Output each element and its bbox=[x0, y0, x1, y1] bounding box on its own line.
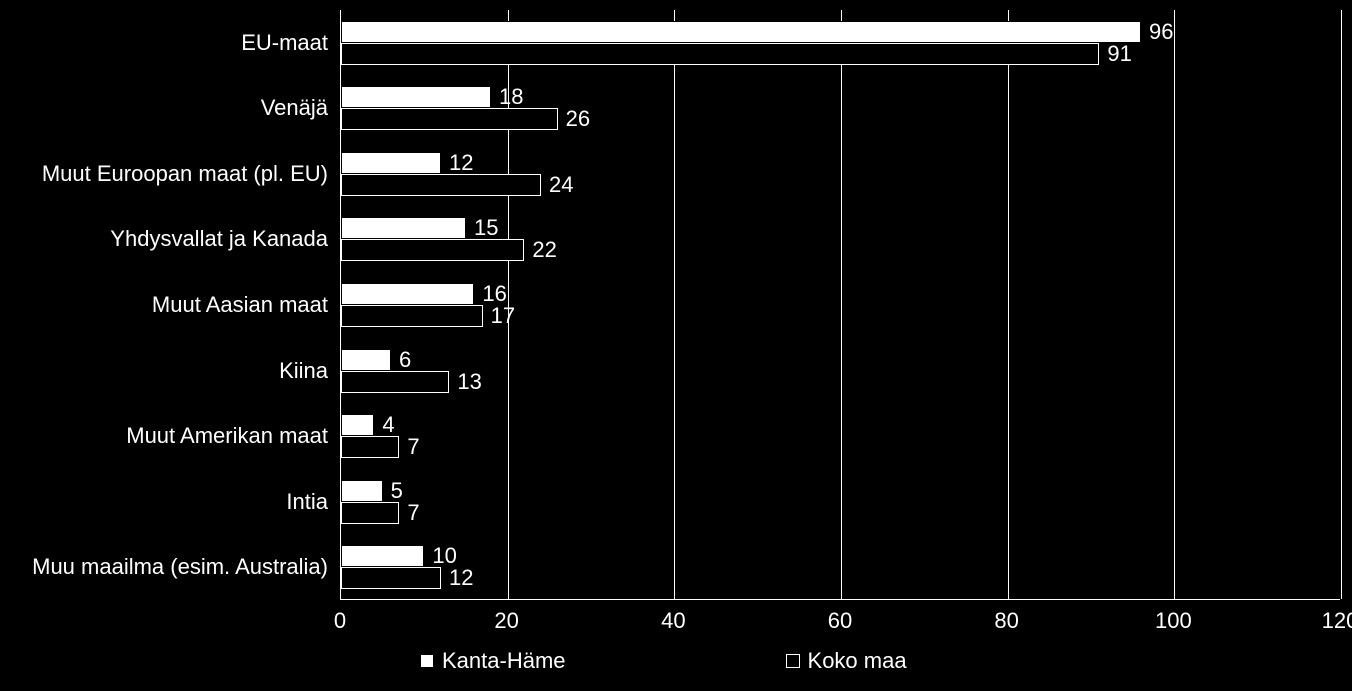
category-label: Muut Amerikan maat bbox=[0, 425, 328, 447]
x-tick-label: 120 bbox=[1322, 608, 1352, 634]
bar-koko-maa bbox=[341, 436, 399, 458]
bar-kanta-hame bbox=[341, 152, 441, 174]
value-label-kanta-hame: 15 bbox=[474, 217, 498, 239]
bar-koko-maa bbox=[341, 43, 1099, 65]
grid-line bbox=[674, 10, 675, 599]
category-label: Muut Euroopan maat (pl. EU) bbox=[0, 163, 328, 185]
value-label-koko-maa: 12 bbox=[449, 567, 473, 589]
x-tick-label: 20 bbox=[494, 608, 518, 634]
category-label: EU-maat bbox=[0, 32, 328, 54]
category-label: Muut Aasian maat bbox=[0, 294, 328, 316]
category-label: Yhdysvallat ja Kanada bbox=[0, 228, 328, 250]
legend-item-kanta-hame: Kanta-Häme bbox=[420, 648, 566, 674]
legend-label-b: Koko maa bbox=[808, 648, 907, 674]
x-tick-label: 80 bbox=[994, 608, 1018, 634]
legend-swatch-b bbox=[786, 654, 800, 668]
value-label-kanta-hame: 16 bbox=[482, 283, 506, 305]
x-tick-label: 0 bbox=[334, 608, 346, 634]
value-label-koko-maa: 7 bbox=[407, 436, 419, 458]
value-label-kanta-hame: 96 bbox=[1149, 21, 1173, 43]
bar-kanta-hame bbox=[341, 414, 374, 436]
bar-kanta-hame bbox=[341, 545, 424, 567]
bar-koko-maa bbox=[341, 502, 399, 524]
value-label-kanta-hame: 4 bbox=[382, 414, 394, 436]
bar-koko-maa bbox=[341, 108, 558, 130]
grid-line bbox=[1008, 10, 1009, 599]
value-label-koko-maa: 17 bbox=[491, 305, 515, 327]
value-label-kanta-hame: 6 bbox=[399, 349, 411, 371]
category-label: Intia bbox=[0, 491, 328, 513]
bar-koko-maa bbox=[341, 174, 541, 196]
category-labels-column: EU-maat Venäjä Muut Euroopan maat (pl. EU)… bbox=[0, 10, 328, 600]
value-label-kanta-hame: 18 bbox=[499, 86, 523, 108]
value-label-koko-maa: 91 bbox=[1107, 43, 1131, 65]
category-label: Muu maailma (esim. Australia) bbox=[0, 556, 328, 578]
category-label: Kiina bbox=[0, 360, 328, 382]
x-tick-label: 60 bbox=[828, 608, 852, 634]
chart-legend: Kanta-Häme Koko maa bbox=[420, 648, 907, 674]
grid-line bbox=[841, 10, 842, 599]
bar-kanta-hame bbox=[341, 86, 491, 108]
legend-label-a: Kanta-Häme bbox=[442, 648, 566, 674]
grid-line bbox=[1174, 10, 1175, 599]
export-regions-chart: 9691182612241522161761347571012 EU-maatV… bbox=[0, 0, 1352, 691]
bar-kanta-hame bbox=[341, 217, 466, 239]
value-label-koko-maa: 22 bbox=[532, 239, 556, 261]
grid-line bbox=[1341, 10, 1342, 599]
legend-item-koko-maa: Koko maa bbox=[786, 648, 907, 674]
bar-kanta-hame bbox=[341, 21, 1141, 43]
category-label: Venäjä bbox=[0, 97, 328, 119]
bar-kanta-hame bbox=[341, 283, 474, 305]
bar-koko-maa bbox=[341, 371, 449, 393]
value-label-koko-maa: 13 bbox=[457, 371, 481, 393]
bar-kanta-hame bbox=[341, 349, 391, 371]
value-label-kanta-hame: 5 bbox=[391, 480, 403, 502]
bar-koko-maa bbox=[341, 305, 483, 327]
plot-area: 9691182612241522161761347571012 bbox=[340, 10, 1340, 600]
bar-koko-maa bbox=[341, 239, 524, 261]
x-tick-label: 40 bbox=[661, 608, 685, 634]
bar-kanta-hame bbox=[341, 480, 383, 502]
value-label-kanta-hame: 10 bbox=[432, 545, 456, 567]
value-label-koko-maa: 24 bbox=[549, 174, 573, 196]
value-label-kanta-hame: 12 bbox=[449, 152, 473, 174]
bar-koko-maa bbox=[341, 567, 441, 589]
x-tick-label: 100 bbox=[1155, 608, 1192, 634]
value-label-koko-maa: 7 bbox=[407, 502, 419, 524]
value-label-koko-maa: 26 bbox=[566, 108, 590, 130]
legend-swatch-a bbox=[420, 654, 434, 668]
